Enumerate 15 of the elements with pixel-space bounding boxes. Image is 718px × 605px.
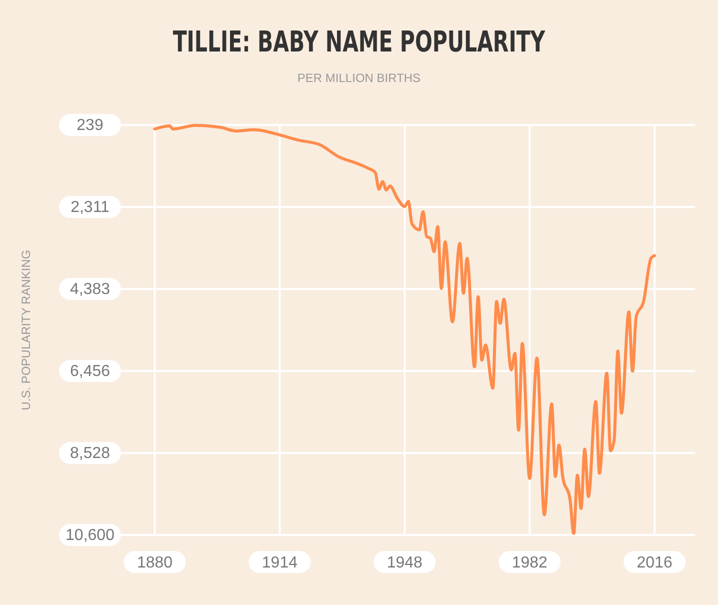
y-tick-label: 10,600 [66,527,115,544]
x-tick-label: 1948 [386,554,423,572]
y-tick-label: 8,528 [70,445,110,462]
y-tick-label: 4,383 [70,281,110,298]
x-tick-label: 1880 [136,554,173,572]
y-tick-label: 239 [76,117,104,134]
y-tick-label: 6,456 [70,363,110,380]
x-tick-label: 1982 [512,554,548,572]
chart-title: TILLIE: BABY NAME POPULARITY [172,25,546,59]
y-axis-title: U.S. POPULARITY RANKING [19,250,33,410]
x-tick-label: 1914 [262,554,298,572]
y-tick-label: 2,311 [70,199,110,216]
chart-subtitle: PER MILLION BIRTHS [297,71,421,85]
line-series [153,124,656,535]
x-tick-label: 2016 [636,554,672,572]
